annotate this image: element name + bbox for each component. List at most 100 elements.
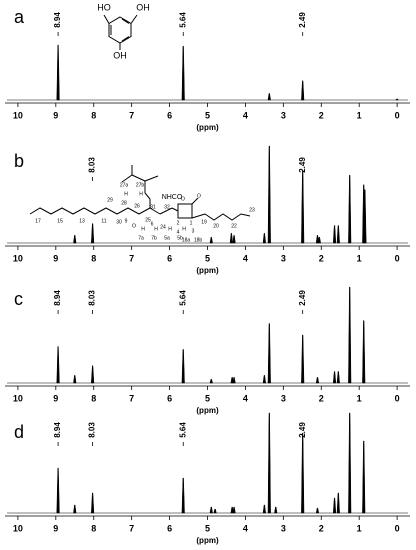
x-tick-label: 7 bbox=[129, 110, 134, 120]
peak bbox=[301, 334, 305, 384]
structure-label: 27a bbox=[120, 182, 129, 188]
peak-label: 2.49 bbox=[298, 290, 307, 306]
x-tick-label: 1 bbox=[357, 110, 362, 120]
x-tick-label: 7 bbox=[129, 523, 134, 533]
bond bbox=[121, 36, 130, 42]
peak bbox=[213, 508, 217, 514]
structure-label: 11 bbox=[101, 218, 106, 224]
structure-label: HO bbox=[97, 2, 111, 12]
peak bbox=[301, 170, 305, 244]
x-tick-label: 0 bbox=[395, 253, 400, 263]
bond bbox=[121, 18, 130, 24]
structure-b bbox=[29, 165, 251, 221]
structure-label: 15 bbox=[57, 218, 63, 224]
x-tick-label: 1 bbox=[357, 523, 362, 533]
structure-label: H bbox=[124, 191, 128, 197]
bond bbox=[131, 174, 146, 182]
structure-label: 17 bbox=[35, 218, 41, 224]
x-tick-label: 1 bbox=[357, 253, 362, 263]
peak bbox=[91, 492, 95, 514]
bond bbox=[103, 14, 110, 24]
structure-label: 30 bbox=[116, 219, 122, 225]
x-tick-label: 6 bbox=[167, 393, 172, 403]
x-tick-label: 8 bbox=[91, 253, 96, 263]
peak bbox=[336, 225, 340, 244]
peak-label: 2.49 bbox=[298, 157, 307, 173]
x-tick-label: 5 bbox=[205, 393, 210, 403]
structure-label: H bbox=[154, 226, 158, 232]
x-tick-label: 9 bbox=[53, 110, 58, 120]
structure-label: 5b bbox=[177, 235, 183, 241]
x-tick-label: 2 bbox=[319, 110, 324, 120]
peak bbox=[395, 98, 399, 101]
x-tick-label: 4 bbox=[243, 253, 248, 263]
peak bbox=[232, 376, 236, 384]
x-tick-label: 5 bbox=[205, 253, 210, 263]
peak bbox=[267, 323, 271, 384]
bond bbox=[149, 207, 161, 215]
peak-label: 5.64 bbox=[178, 290, 187, 306]
x-axis-label: (ppm) bbox=[196, 266, 219, 275]
peak bbox=[262, 233, 266, 244]
peak bbox=[301, 432, 305, 514]
peak bbox=[73, 375, 77, 384]
structure-label: H bbox=[182, 226, 186, 232]
alkyl-chain bbox=[29, 207, 151, 215]
peak bbox=[332, 225, 337, 244]
x-tick-label: 3 bbox=[281, 393, 286, 403]
peak bbox=[262, 375, 266, 384]
bond bbox=[144, 192, 151, 200]
peak bbox=[315, 507, 320, 514]
x-tick-label: 7 bbox=[129, 253, 134, 263]
peak-label: 2.49 bbox=[298, 12, 307, 28]
x-tick-label: 9 bbox=[53, 523, 58, 533]
x-tick-label: 8 bbox=[91, 523, 96, 533]
peak-label: 5.64 bbox=[178, 422, 187, 438]
structure-a bbox=[103, 14, 138, 50]
peak-label: 8.94 bbox=[53, 422, 62, 438]
peak bbox=[56, 346, 60, 384]
x-tick-label: 0 bbox=[395, 523, 400, 533]
peak bbox=[91, 365, 95, 384]
peak bbox=[274, 506, 278, 514]
structure-label: OH bbox=[113, 50, 127, 60]
peak bbox=[301, 80, 305, 101]
x-tick-label: 0 bbox=[395, 110, 400, 120]
x-tick-label: 10 bbox=[13, 393, 23, 403]
peak bbox=[181, 477, 185, 514]
peak bbox=[229, 233, 233, 244]
x-tick-label: 4 bbox=[243, 523, 248, 533]
peak bbox=[362, 320, 366, 384]
structure-label: 2 bbox=[177, 220, 180, 226]
structure-label: 1 bbox=[190, 220, 193, 226]
structure-label: 26 bbox=[134, 203, 140, 209]
ring bbox=[108, 16, 132, 44]
x-tick-label: 2 bbox=[319, 393, 324, 403]
x-tick-label: 9 bbox=[53, 393, 58, 403]
structure-label: 19 bbox=[201, 219, 207, 225]
lactone-ring bbox=[177, 203, 193, 219]
structure-label: O bbox=[181, 196, 185, 202]
structure-label: O bbox=[197, 193, 201, 199]
structure-label: 4 bbox=[177, 229, 180, 235]
peak bbox=[332, 497, 337, 514]
x-axis-label: (ppm) bbox=[196, 123, 219, 132]
bond bbox=[144, 175, 159, 182]
x-tick-label: 10 bbox=[13, 253, 23, 263]
peak-label: 8.94 bbox=[53, 290, 62, 306]
structure-label: 3 bbox=[192, 228, 195, 234]
structure-label: O bbox=[132, 223, 136, 229]
peak bbox=[181, 349, 185, 384]
peak bbox=[209, 378, 213, 384]
peak bbox=[267, 93, 271, 101]
x-tick-label: 10 bbox=[13, 110, 23, 120]
peak-label: 8.03 bbox=[88, 422, 97, 438]
peak bbox=[56, 44, 60, 101]
structure-label: 7a bbox=[138, 235, 144, 241]
structure-label: 9 bbox=[125, 218, 128, 224]
structure-label: 18b bbox=[194, 237, 203, 243]
peak bbox=[209, 236, 213, 244]
structure-label: 32 bbox=[164, 204, 170, 210]
peak bbox=[56, 467, 60, 514]
